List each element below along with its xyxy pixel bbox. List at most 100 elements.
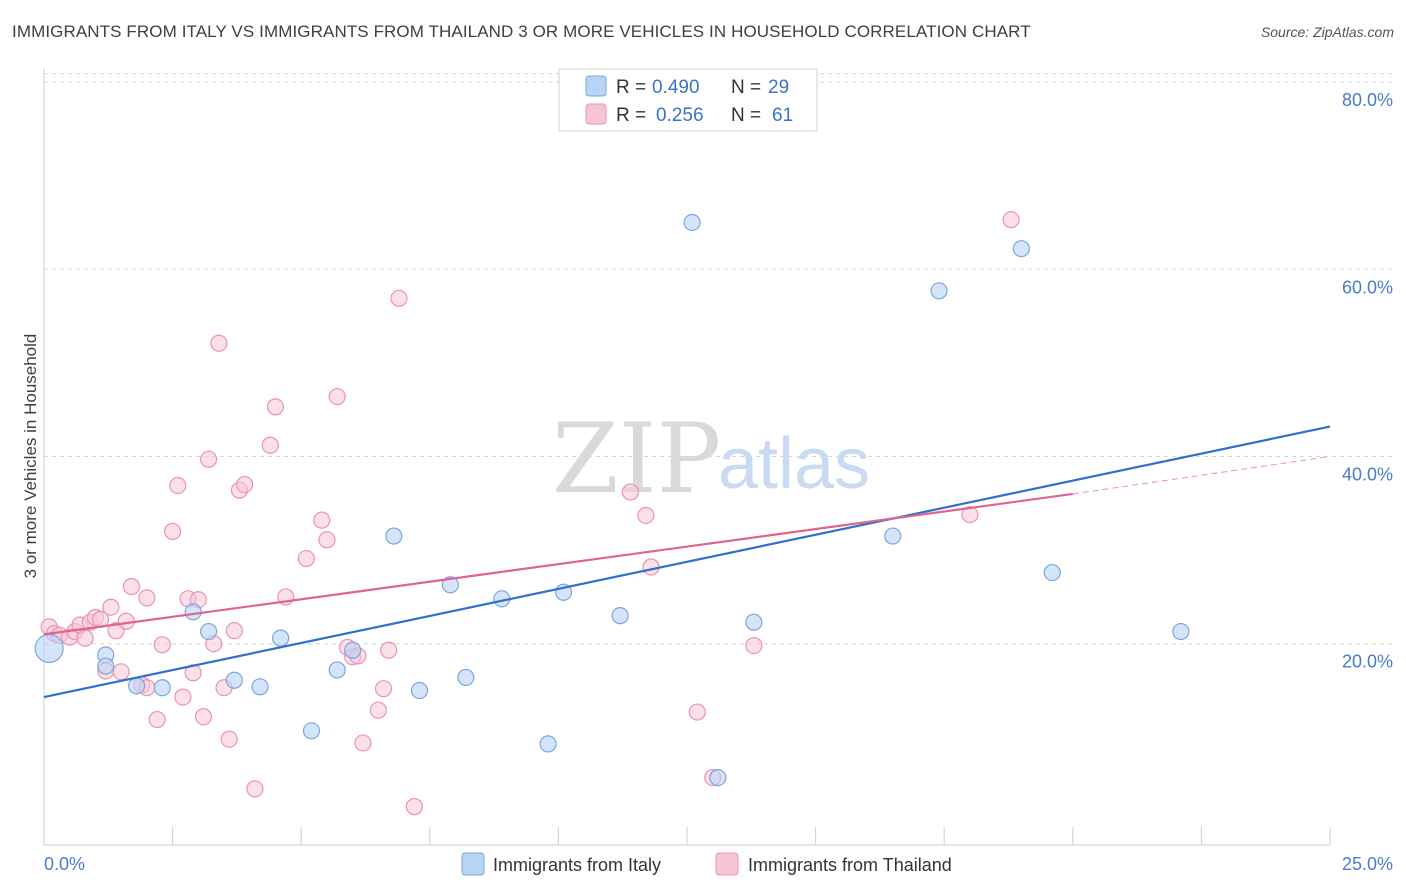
thailand-point <box>369 701 387 719</box>
thailand-point <box>112 663 130 681</box>
y-tick-label: 20.0% <box>1342 652 1393 672</box>
italy-point <box>611 607 629 625</box>
thailand-point <box>328 387 346 406</box>
thailand-point <box>138 589 156 607</box>
thailand-point <box>122 578 141 596</box>
thailand-point <box>688 703 706 721</box>
source-label: Source: ZipAtlas.com <box>1260 24 1394 40</box>
thailand-point <box>169 476 187 495</box>
italy-point <box>184 603 202 621</box>
thailand-point <box>313 511 331 529</box>
legend-italy-n-label: N = <box>731 77 761 98</box>
thailand-point <box>148 710 166 729</box>
italy-point <box>745 613 763 631</box>
thailand-point <box>102 598 120 616</box>
legend-italy-n-value: 29 <box>768 77 789 98</box>
thailand-point <box>637 506 655 525</box>
thailand-point <box>961 505 979 524</box>
thailand-point <box>261 436 279 454</box>
thailand-point <box>390 289 408 307</box>
thailand-point <box>220 730 238 748</box>
y-tick-label: 60.0% <box>1342 277 1393 297</box>
legend-thailand-swatch <box>585 103 607 125</box>
italy-point <box>272 629 290 647</box>
thailand-point <box>76 629 94 647</box>
italy-point <box>930 282 948 300</box>
thailand-point <box>745 637 763 655</box>
bottom-legend-thailand-swatch <box>715 852 739 876</box>
legend-thailand-r-label: R = <box>616 105 646 126</box>
x-tick-label: 0.0% <box>44 854 85 874</box>
italy-point <box>385 527 403 545</box>
thailand-point <box>266 398 285 416</box>
italy-point <box>410 681 429 700</box>
y-axis-label: 3 or more Vehicles in Household <box>21 334 40 579</box>
thailand-trend-line <box>43 492 1073 636</box>
watermark-zip: ZIP <box>552 403 721 515</box>
thailand-point <box>246 780 264 798</box>
x-minor-ticks <box>172 827 1331 845</box>
y-tick-label: 80.0% <box>1342 90 1393 110</box>
italy-point <box>457 668 475 687</box>
italy-point <box>1172 622 1190 641</box>
italy-point <box>200 622 218 641</box>
italy-points <box>34 213 1190 787</box>
legend-thailand-r-value: 0.256 <box>656 105 704 126</box>
y-tick-labels: 20.0% 40.0% 60.0% 80.0% <box>1342 90 1393 672</box>
series-legend: Immigrants from Italy Immigrants from Th… <box>461 852 952 876</box>
thailand-points <box>40 211 1020 816</box>
thailand-point <box>153 636 171 654</box>
italy-point <box>34 633 64 664</box>
thailand-point <box>194 708 213 726</box>
italy-point <box>441 576 459 594</box>
stats-legend: R = 0.490 N = 29 R = 0.256 N = 61 <box>558 68 818 132</box>
thailand-point <box>374 680 393 698</box>
gridlines <box>44 73 1392 645</box>
bottom-legend-italy-swatch <box>461 852 485 876</box>
thailand-point <box>236 475 254 494</box>
italy-point <box>225 671 243 689</box>
legend-italy-r-label: R = <box>616 77 646 98</box>
italy-point <box>302 722 321 740</box>
thailand-point <box>354 734 372 752</box>
thailand-point <box>200 450 218 468</box>
chart-title: IMMIGRANTS FROM ITALY VS IMMIGRANTS FROM… <box>12 22 1031 41</box>
italy-point <box>328 661 346 679</box>
italy-point <box>884 527 902 545</box>
legend-thailand-n-value: 61 <box>772 105 793 126</box>
italy-point <box>97 657 115 675</box>
legend-italy-swatch <box>585 75 607 97</box>
italy-point <box>683 213 701 232</box>
italy-point <box>1043 563 1061 582</box>
thailand-point <box>164 522 182 540</box>
italy-point <box>127 677 146 695</box>
italy-point <box>1012 240 1030 258</box>
thailand-point <box>225 622 243 640</box>
italy-point <box>344 641 362 659</box>
italy-trend-line <box>43 425 1331 699</box>
italy-point <box>153 679 171 697</box>
italy-point <box>539 735 557 753</box>
thailand-point <box>642 558 660 576</box>
thailand-point <box>297 549 315 568</box>
legend-thailand-n-label: N = <box>731 105 761 126</box>
thailand-point <box>621 483 640 501</box>
italy-point <box>251 678 269 696</box>
legend-italy-r-value: 0.490 <box>652 77 700 98</box>
bottom-legend-thailand-label: Immigrants from Thailand <box>748 855 952 875</box>
thailand-point <box>380 641 398 659</box>
thailand-point <box>1002 211 1020 229</box>
bottom-legend-italy-label: Immigrants from Italy <box>493 855 661 875</box>
thailand-point <box>318 531 336 549</box>
x-tick-labels: 0.0% 25.0% <box>44 854 1393 874</box>
y-tick-label: 40.0% <box>1342 465 1393 485</box>
italy-point <box>709 768 727 787</box>
thailand-trend-extension <box>1072 456 1331 495</box>
thailand-point <box>210 334 228 352</box>
thailand-point <box>174 688 192 706</box>
watermark-atlas: atlas <box>718 424 870 504</box>
thailand-point <box>405 798 423 816</box>
trend-lines <box>43 425 1331 699</box>
x-tick-label: 25.0% <box>1342 854 1393 874</box>
